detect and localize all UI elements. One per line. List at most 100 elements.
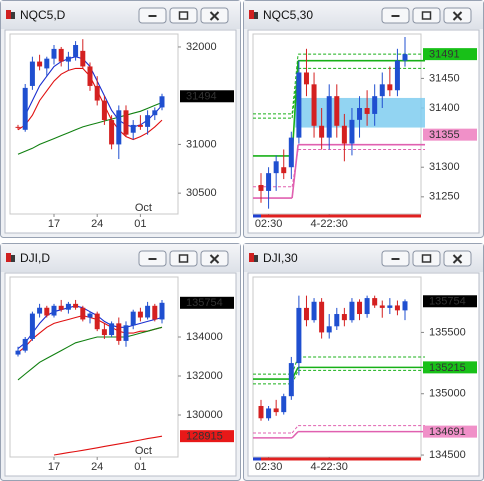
candle-body <box>296 307 302 364</box>
restore-glyph <box>421 254 432 263</box>
candle-body <box>137 124 143 127</box>
price-label-box <box>423 361 477 374</box>
candle-body <box>51 305 57 316</box>
window-icon <box>249 10 254 19</box>
moving-average <box>53 435 163 456</box>
candle-body <box>273 408 279 413</box>
window-icon <box>6 10 11 19</box>
candle-body <box>29 61 35 86</box>
candle-body <box>137 311 143 318</box>
candle-body <box>288 137 294 168</box>
y-tick-label: 31000 <box>186 138 217 150</box>
price-label: 31494 <box>186 91 217 103</box>
y-tick-label: 130000 <box>186 409 223 421</box>
window-icon <box>11 12 15 19</box>
candle-body <box>379 305 385 308</box>
candle-body <box>101 329 107 336</box>
price-label: 135754 <box>186 297 223 309</box>
candle-body <box>58 48 64 62</box>
candle-body <box>402 301 408 311</box>
candle-body <box>123 325 129 341</box>
candle-body <box>303 72 309 85</box>
price-label: 31355 <box>429 129 460 141</box>
window-icon <box>11 255 15 262</box>
candle-body <box>101 100 107 121</box>
candle-body <box>15 126 21 128</box>
restore-glyph <box>178 254 189 263</box>
candle-body <box>349 301 355 321</box>
candle-body <box>65 56 71 62</box>
y-tick-label: 31300 <box>429 161 460 173</box>
candle-body <box>109 120 115 145</box>
level-step <box>291 149 299 187</box>
candle-body <box>364 108 370 114</box>
candle-body <box>394 305 400 311</box>
candle-body <box>357 108 363 120</box>
restore-button[interactable] <box>412 7 441 24</box>
candle-body <box>281 396 287 413</box>
candle-body <box>379 84 385 97</box>
restore-glyph <box>178 11 189 20</box>
close-glyph <box>209 11 220 21</box>
candle-body <box>159 302 165 320</box>
plot-frame <box>9 33 179 215</box>
x-sublabel: Oct <box>135 445 152 457</box>
candle-body <box>130 311 136 326</box>
window-icon <box>254 255 258 262</box>
candle-body <box>281 167 287 174</box>
candle-body <box>152 110 158 116</box>
candle-body <box>326 326 332 333</box>
candle-body <box>258 184 264 191</box>
y-tick-label: 135000 <box>429 388 466 400</box>
window-icon <box>6 253 11 262</box>
candle-body <box>273 161 279 174</box>
candle-body <box>44 307 50 316</box>
candle-body <box>372 96 378 114</box>
x-tick-label: 01 <box>134 461 146 473</box>
x-tick-label: 24 <box>91 461 103 473</box>
x-sublabel: Oct <box>135 202 152 214</box>
price-label: 128915 <box>186 431 223 443</box>
y-tick-label: 132000 <box>186 370 223 382</box>
candle-body <box>87 313 93 318</box>
restore-button[interactable] <box>169 7 198 24</box>
candle-body <box>44 58 50 69</box>
candle-body <box>37 61 43 67</box>
price-label-box <box>423 128 477 141</box>
x-tick-label: 02:30 <box>255 461 283 473</box>
candle-body <box>349 119 355 144</box>
restore-button[interactable] <box>412 250 441 267</box>
window-title: NQC5,D <box>20 8 66 22</box>
candle-body <box>80 50 86 67</box>
candle-body <box>15 350 21 355</box>
restore-glyph <box>421 11 432 20</box>
price-label-box <box>423 295 477 308</box>
price-label-box <box>423 425 477 438</box>
restore-button[interactable] <box>169 250 198 267</box>
price-label-box <box>423 48 477 61</box>
moving-average <box>17 326 163 381</box>
candle-body <box>94 85 100 101</box>
x-tick-label: 17 <box>48 218 60 230</box>
chart-window: DJI,D 130000 132000 134000 17 24 01 Oct 135754 12… <box>0 243 241 481</box>
candle-body <box>341 125 347 144</box>
y-tick-label: 31250 <box>429 191 460 203</box>
candle-body <box>80 307 86 320</box>
level-step <box>291 425 299 434</box>
title-bar <box>244 244 483 272</box>
window-icon <box>249 253 254 262</box>
candle-body <box>22 87 28 130</box>
candle-body <box>145 305 151 318</box>
candle-body <box>372 298 378 306</box>
candle-body <box>159 96 165 108</box>
price-label: 135754 <box>429 296 466 308</box>
candle-body <box>364 298 370 315</box>
candle-body <box>387 305 393 308</box>
level-step <box>291 431 299 439</box>
window-icon <box>254 12 258 19</box>
price-label: 31491 <box>429 49 460 61</box>
price-label: 134691 <box>429 426 466 438</box>
close-glyph <box>452 254 463 264</box>
window-title: DJI,30 <box>263 251 298 265</box>
